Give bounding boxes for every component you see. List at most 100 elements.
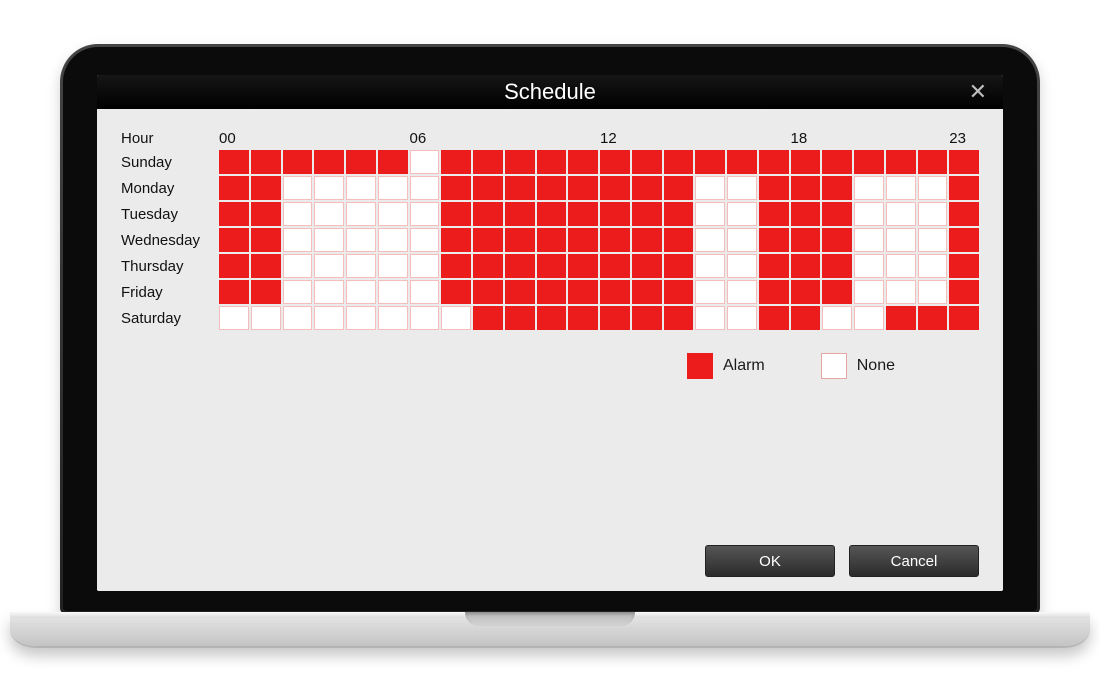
schedule-cell[interactable] [664,176,694,200]
schedule-cell[interactable] [886,280,916,304]
schedule-cell[interactable] [505,150,535,174]
schedule-cell[interactable] [505,254,535,278]
schedule-cell[interactable] [441,254,471,278]
schedule-cell[interactable] [283,306,313,330]
schedule-cell[interactable] [568,176,598,200]
schedule-cell[interactable] [854,280,884,304]
schedule-cell[interactable] [473,150,503,174]
schedule-cell[interactable] [410,150,440,174]
schedule-cell[interactable] [854,228,884,252]
schedule-cell[interactable] [854,150,884,174]
schedule-cell[interactable] [695,202,725,226]
schedule-cell[interactable] [632,202,662,226]
schedule-cell[interactable] [346,150,376,174]
schedule-cell[interactable] [727,150,757,174]
schedule-cell[interactable] [378,228,408,252]
schedule-cell[interactable] [727,280,757,304]
schedule-cell[interactable] [886,306,916,330]
schedule-cell[interactable] [410,254,440,278]
schedule-cell[interactable] [664,306,694,330]
schedule-cell[interactable] [219,254,249,278]
schedule-cell[interactable] [314,280,344,304]
schedule-cell[interactable] [283,280,313,304]
schedule-cell[interactable] [600,202,630,226]
schedule-cell[interactable] [600,306,630,330]
schedule-cell[interactable] [537,228,567,252]
schedule-cell[interactable] [378,280,408,304]
schedule-cell[interactable] [441,306,471,330]
schedule-cell[interactable] [759,254,789,278]
schedule-cell[interactable] [410,228,440,252]
schedule-cell[interactable] [283,176,313,200]
schedule-cell[interactable] [664,228,694,252]
schedule-cell[interactable] [600,176,630,200]
schedule-cell[interactable] [410,202,440,226]
schedule-cell[interactable] [346,306,376,330]
schedule-cell[interactable] [949,280,979,304]
schedule-cell[interactable] [378,150,408,174]
schedule-cell[interactable] [854,306,884,330]
schedule-cell[interactable] [314,176,344,200]
schedule-cell[interactable] [949,150,979,174]
schedule-cell[interactable] [441,150,471,174]
schedule-cell[interactable] [791,202,821,226]
schedule-cell[interactable] [251,150,281,174]
schedule-cell[interactable] [791,254,821,278]
schedule-cell[interactable] [378,202,408,226]
schedule-cell[interactable] [346,254,376,278]
schedule-cell[interactable] [632,228,662,252]
schedule-cell[interactable] [918,150,948,174]
ok-button[interactable]: OK [705,545,835,577]
schedule-cell[interactable] [822,228,852,252]
schedule-cell[interactable] [854,254,884,278]
close-icon[interactable]: ✕ [963,79,993,105]
schedule-cell[interactable] [632,306,662,330]
schedule-cell[interactable] [410,306,440,330]
schedule-cell[interactable] [918,202,948,226]
schedule-cell[interactable] [822,150,852,174]
schedule-cell[interactable] [346,176,376,200]
schedule-cell[interactable] [886,176,916,200]
schedule-cell[interactable] [791,280,821,304]
schedule-cell[interactable] [600,280,630,304]
schedule-cell[interactable] [346,202,376,226]
schedule-cell[interactable] [410,176,440,200]
schedule-cell[interactable] [441,202,471,226]
schedule-cell[interactable] [251,280,281,304]
schedule-cell[interactable] [759,202,789,226]
schedule-cell[interactable] [727,176,757,200]
schedule-cell[interactable] [378,176,408,200]
schedule-cell[interactable] [537,176,567,200]
schedule-cell[interactable] [664,202,694,226]
schedule-cell[interactable] [949,176,979,200]
schedule-cell[interactable] [791,150,821,174]
schedule-cell[interactable] [822,280,852,304]
schedule-cell[interactable] [695,280,725,304]
schedule-cell[interactable] [441,228,471,252]
schedule-cell[interactable] [791,228,821,252]
schedule-cell[interactable] [314,150,344,174]
schedule-cell[interactable] [695,254,725,278]
schedule-cell[interactable] [949,306,979,330]
schedule-cell[interactable] [854,176,884,200]
schedule-cell[interactable] [283,150,313,174]
schedule-cell[interactable] [886,202,916,226]
schedule-cell[interactable] [314,202,344,226]
schedule-cell[interactable] [695,306,725,330]
schedule-cell[interactable] [822,202,852,226]
schedule-cell[interactable] [695,176,725,200]
schedule-cell[interactable] [664,254,694,278]
schedule-cell[interactable] [727,254,757,278]
schedule-cell[interactable] [441,176,471,200]
schedule-cell[interactable] [346,228,376,252]
schedule-cell[interactable] [568,280,598,304]
schedule-cell[interactable] [505,176,535,200]
schedule-cell[interactable] [473,202,503,226]
schedule-cell[interactable] [568,254,598,278]
schedule-cell[interactable] [822,254,852,278]
schedule-cell[interactable] [505,202,535,226]
schedule-cell[interactable] [219,280,249,304]
schedule-cell[interactable] [568,150,598,174]
cancel-button[interactable]: Cancel [849,545,979,577]
schedule-cell[interactable] [822,306,852,330]
